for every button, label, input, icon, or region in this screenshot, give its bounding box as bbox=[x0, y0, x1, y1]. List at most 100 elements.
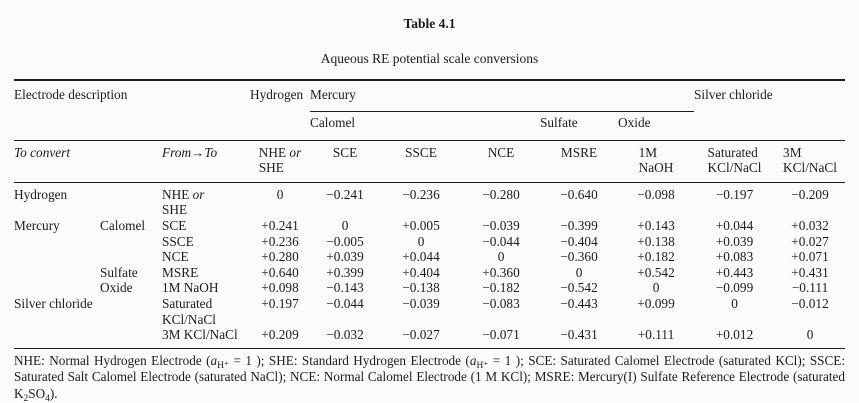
row-label-family bbox=[14, 265, 100, 281]
row-label-sub bbox=[100, 182, 162, 218]
col-header-nce: NCE bbox=[462, 139, 541, 183]
value-cell: −0.360 bbox=[560, 249, 598, 265]
value-cell: 0 bbox=[806, 327, 814, 343]
col-header-saturated-kcl-nacl: Saturated KCl/NaCl bbox=[694, 139, 776, 183]
group-header-mercury: Mercury bbox=[310, 80, 695, 112]
row-label-from: 1M NaOH bbox=[162, 280, 219, 296]
subgroup-header-sulfate: Sulfate bbox=[540, 115, 578, 130]
table-row-ssce: SSCE +0.236 −0.005 0 −0.044 −0.404 +0.13… bbox=[14, 234, 845, 250]
value-cell: −0.209 bbox=[791, 186, 829, 202]
value-cell: +0.443 bbox=[715, 264, 754, 280]
value-cell: +0.280 bbox=[261, 249, 299, 265]
table-title: Table 4.1 bbox=[403, 16, 456, 31]
value-cell: +0.005 bbox=[402, 217, 440, 233]
row-label-family bbox=[14, 249, 100, 265]
h-plus-subscript: H⁺ bbox=[476, 360, 489, 371]
value-cell: −0.083 bbox=[482, 295, 520, 311]
row-label-family bbox=[14, 234, 100, 250]
value-cell: −0.039 bbox=[482, 217, 520, 233]
col-header-msre: MSRE bbox=[540, 139, 619, 183]
row-label-family: Silver chloride bbox=[14, 295, 93, 311]
table-row-silver-chloride-saturated: Silver chloride Saturated KCl/NaCl +0.197… bbox=[14, 296, 845, 327]
row-label-sub bbox=[100, 249, 162, 265]
activity-symbol: a bbox=[469, 352, 477, 368]
value-cell: 0 bbox=[575, 264, 583, 280]
value-cell: 0 bbox=[417, 233, 425, 249]
value-cell: +0.143 bbox=[637, 217, 675, 233]
value-cell: +0.404 bbox=[402, 264, 440, 280]
value-cell: −0.241 bbox=[326, 186, 364, 202]
col-header-sce: SCE bbox=[310, 139, 381, 183]
group-header-row: Electrode description Hydrogen Mercury S… bbox=[14, 80, 845, 112]
row-label-sub: Sulfate bbox=[100, 264, 138, 280]
value-cell: +0.197 bbox=[261, 295, 299, 311]
row-label-sub bbox=[100, 296, 162, 327]
value-cell: −0.143 bbox=[326, 280, 364, 296]
value-cell: −0.012 bbox=[791, 295, 829, 311]
value-cell: −0.399 bbox=[560, 217, 598, 233]
value-cell: +0.236 bbox=[261, 233, 299, 249]
table-row-sulfate-msre: Sulfate MSRE +0.640 +0.399 +0.404 +0.360… bbox=[14, 265, 845, 281]
value-cell: −0.182 bbox=[482, 280, 520, 296]
value-cell: +0.098 bbox=[261, 280, 299, 296]
value-cell: 0 bbox=[731, 295, 738, 311]
table-row-nce: NCE +0.280 +0.039 +0.044 0 −0.360 +0.182… bbox=[14, 249, 845, 265]
value-cell: +0.012 bbox=[715, 327, 754, 343]
value-cell: −0.039 bbox=[402, 295, 440, 311]
value-cell: 0 bbox=[497, 249, 505, 265]
col-header-1m-naoh: 1M NaOH bbox=[618, 139, 695, 183]
row-label-from: 3M KCl/NaCl bbox=[162, 327, 238, 343]
value-cell: +0.039 bbox=[715, 233, 754, 249]
value-cell: −0.197 bbox=[715, 186, 754, 202]
column-header-row: To convert From→To NHE or SHE SCE SSCE NC… bbox=[14, 139, 846, 183]
value-cell: +0.640 bbox=[261, 264, 299, 280]
footnote: NHE: Normal Hydrogen Electrode (aH⁺ = 1 … bbox=[14, 352, 846, 403]
value-cell: +0.360 bbox=[482, 264, 520, 280]
h-plus-subscript: H⁺ bbox=[217, 360, 229, 371]
row-label-sub: Calomel bbox=[100, 217, 146, 233]
conversion-table: Electrode description Hydrogen Mercury S… bbox=[14, 79, 846, 349]
group-header-hydrogen: Hydrogen bbox=[250, 87, 304, 102]
row-label-family bbox=[14, 280, 100, 296]
value-cell: −0.111 bbox=[791, 280, 829, 296]
col-header-ssce: SSCE bbox=[380, 139, 463, 183]
value-cell: +0.542 bbox=[637, 264, 675, 280]
value-cell: +0.071 bbox=[791, 249, 829, 265]
value-cell: +0.083 bbox=[715, 249, 754, 265]
value-cell: −0.138 bbox=[402, 280, 440, 296]
value-cell: +0.027 bbox=[791, 233, 829, 249]
so4-subscript: 4 bbox=[45, 393, 50, 403]
value-cell: 0 bbox=[276, 186, 284, 202]
value-cell: +0.039 bbox=[326, 249, 364, 265]
row-label-from: SSCE bbox=[162, 233, 194, 249]
table-subtitle: Aqueous RE potential scale conversions bbox=[320, 51, 539, 66]
row-label-family: Mercury bbox=[14, 217, 60, 233]
row-label-from: NHE or SHE bbox=[162, 186, 205, 218]
subgroup-header-calomel: Calomel bbox=[310, 115, 356, 130]
value-cell: −0.032 bbox=[326, 327, 364, 343]
value-cell: −0.044 bbox=[326, 295, 364, 311]
table-row-3m-kcl-nacl: 3M KCl/NaCl +0.209 −0.032 −0.027 −0.071 … bbox=[14, 327, 845, 348]
value-cell: −0.071 bbox=[482, 327, 520, 343]
group-header-silver-chloride: Silver chloride bbox=[694, 87, 773, 102]
col-header-3m-kcl-nacl: 3M KCl/NaCl bbox=[775, 139, 846, 183]
value-cell: +0.182 bbox=[637, 249, 675, 265]
value-cell: +0.209 bbox=[261, 327, 299, 343]
value-cell: +0.241 bbox=[261, 217, 299, 233]
value-cell: −0.431 bbox=[560, 327, 598, 343]
electrode-description-header: Electrode description bbox=[14, 87, 128, 102]
row-label-sub: Oxide bbox=[100, 280, 133, 296]
row-label-family bbox=[14, 327, 100, 348]
value-cell: −0.542 bbox=[560, 280, 598, 296]
from-to-header: From→To bbox=[162, 139, 251, 183]
value-cell: 0 bbox=[341, 217, 349, 233]
to-convert-header: To convert bbox=[14, 139, 162, 183]
row-label-from: MSRE bbox=[162, 264, 199, 280]
row-label-from: Saturated KCl/NaCl bbox=[162, 295, 216, 327]
row-label-sub bbox=[100, 327, 162, 348]
value-cell: −0.027 bbox=[402, 327, 440, 343]
value-cell: −0.640 bbox=[560, 186, 598, 202]
value-cell: 0 bbox=[652, 280, 660, 296]
row-label-from: NCE bbox=[162, 249, 189, 265]
